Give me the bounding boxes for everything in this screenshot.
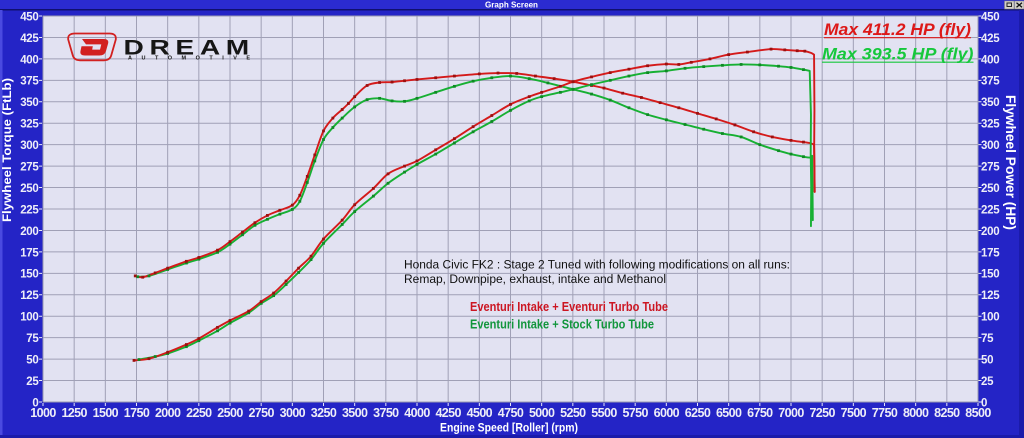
svg-text:4750: 4750 xyxy=(498,406,524,420)
svg-text:4000: 4000 xyxy=(404,406,430,420)
svg-text:275: 275 xyxy=(20,162,39,174)
svg-text:250: 250 xyxy=(981,183,999,195)
svg-text:0: 0 xyxy=(981,397,987,409)
svg-text:6750: 6750 xyxy=(747,406,773,420)
svg-text:325: 325 xyxy=(981,119,1000,131)
svg-text:Eventuri Intake + Stock Turbo: Eventuri Intake + Stock Turbo Tube xyxy=(470,317,654,332)
svg-text:50: 50 xyxy=(981,355,993,367)
svg-text:AUTOMOTIVE: AUTOMOTIVE xyxy=(128,55,260,61)
svg-text:400: 400 xyxy=(20,54,38,66)
svg-text:Engine Speed [Roller] (rpm): Engine Speed [Roller] (rpm) xyxy=(440,423,578,435)
svg-text:7500: 7500 xyxy=(841,406,867,420)
svg-text:Graph Screen: Graph Screen xyxy=(485,0,538,10)
svg-text:Flywheel Torque (FtLb): Flywheel Torque (FtLb) xyxy=(0,78,14,222)
svg-text:0: 0 xyxy=(32,397,38,409)
svg-text:175: 175 xyxy=(981,247,1000,259)
svg-text:5500: 5500 xyxy=(591,406,617,420)
svg-text:5750: 5750 xyxy=(622,406,648,420)
svg-text:7750: 7750 xyxy=(872,406,898,420)
svg-text:8000: 8000 xyxy=(903,406,929,420)
svg-text:6000: 6000 xyxy=(654,406,680,420)
svg-text:150: 150 xyxy=(20,269,38,281)
svg-text:350: 350 xyxy=(981,97,999,109)
svg-text:200: 200 xyxy=(981,226,999,238)
svg-text:425: 425 xyxy=(981,33,1000,45)
svg-text:7000: 7000 xyxy=(778,406,804,420)
svg-text:4500: 4500 xyxy=(467,406,493,420)
svg-text:Max 411.2 HP (fly): Max 411.2 HP (fly) xyxy=(824,21,972,39)
svg-text:100: 100 xyxy=(981,312,999,324)
svg-text:1250: 1250 xyxy=(61,406,87,420)
svg-text:25: 25 xyxy=(981,376,994,388)
svg-text:3250: 3250 xyxy=(311,406,337,420)
svg-text:275: 275 xyxy=(981,162,1000,174)
svg-text:425: 425 xyxy=(20,33,39,45)
svg-text:200: 200 xyxy=(20,226,38,238)
svg-text:3750: 3750 xyxy=(373,406,399,420)
svg-text:175: 175 xyxy=(20,247,39,259)
svg-text:5000: 5000 xyxy=(529,406,555,420)
svg-text:Max 393.5 HP (fly): Max 393.5 HP (fly) xyxy=(822,46,974,64)
svg-text:375: 375 xyxy=(20,76,39,88)
svg-text:75: 75 xyxy=(981,333,994,345)
svg-text:375: 375 xyxy=(981,76,1000,88)
svg-text:6500: 6500 xyxy=(716,406,742,420)
svg-text:450: 450 xyxy=(981,11,999,23)
svg-text:DREAM: DREAM xyxy=(124,36,255,60)
svg-text:8500: 8500 xyxy=(965,406,991,420)
svg-text:3000: 3000 xyxy=(280,406,306,420)
svg-text:250: 250 xyxy=(20,183,38,195)
svg-text:300: 300 xyxy=(981,140,999,152)
svg-text:3500: 3500 xyxy=(342,406,368,420)
svg-text:Eventuri Intake + Eventuri Tur: Eventuri Intake + Eventuri Turbo Tube xyxy=(470,299,668,314)
svg-text:450: 450 xyxy=(20,11,38,23)
svg-text:150: 150 xyxy=(981,269,999,281)
svg-text:1750: 1750 xyxy=(124,406,150,420)
svg-text:125: 125 xyxy=(20,290,39,302)
svg-text:Honda Civic FK2 : Stage 2 Tune: Honda Civic FK2 : Stage 2 Tuned with fol… xyxy=(404,257,790,271)
svg-text:Flywheel Power (HP): Flywheel Power (HP) xyxy=(1003,95,1019,230)
svg-text:50: 50 xyxy=(26,355,38,367)
svg-text:1500: 1500 xyxy=(93,406,119,420)
svg-text:350: 350 xyxy=(20,97,38,109)
svg-text:300: 300 xyxy=(20,140,38,152)
svg-text:Remap, Downpipe, exhaust, inta: Remap, Downpipe, exhaust, intake and Met… xyxy=(404,272,666,286)
svg-text:325: 325 xyxy=(20,119,39,131)
svg-text:1000: 1000 xyxy=(30,406,56,420)
svg-text:225: 225 xyxy=(20,204,39,216)
svg-text:125: 125 xyxy=(981,290,1000,302)
svg-text:100: 100 xyxy=(20,312,38,324)
svg-text:4250: 4250 xyxy=(435,406,461,420)
svg-text:5250: 5250 xyxy=(560,406,586,420)
svg-text:400: 400 xyxy=(981,54,999,66)
svg-text:2750: 2750 xyxy=(248,406,274,420)
svg-text:75: 75 xyxy=(26,333,39,345)
svg-text:2250: 2250 xyxy=(186,406,212,420)
svg-text:2500: 2500 xyxy=(217,406,243,420)
svg-text:25: 25 xyxy=(26,376,39,388)
svg-text:2000: 2000 xyxy=(155,406,181,420)
svg-text:7250: 7250 xyxy=(809,406,835,420)
svg-text:6250: 6250 xyxy=(685,406,711,420)
svg-text:8250: 8250 xyxy=(934,406,960,420)
svg-text:225: 225 xyxy=(981,204,1000,216)
